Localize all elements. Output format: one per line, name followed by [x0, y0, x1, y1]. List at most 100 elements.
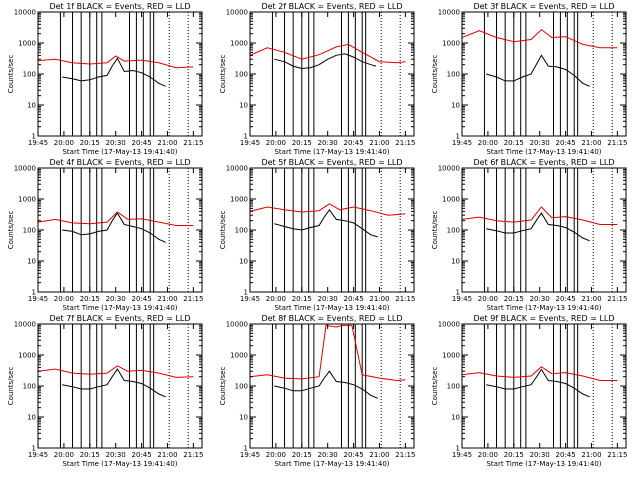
y-axis-label: Counts/sec	[431, 211, 439, 250]
x-tick-label: 21:00	[581, 295, 601, 303]
y-tick-label: 100	[235, 227, 248, 235]
panel-title: Det 1f BLACK = Events, RED = LLD	[49, 2, 190, 11]
y-tick-label: 1000	[230, 352, 248, 360]
x-tick-label: 20:15	[504, 451, 524, 459]
y-tick-label: 10	[239, 258, 248, 266]
y-tick-label: 1000	[442, 196, 460, 204]
y-tick-label: 1	[32, 289, 36, 297]
series-lld-line	[250, 203, 406, 216]
plot-frame	[37, 323, 203, 449]
x-tick-label: 21:00	[157, 139, 177, 147]
series-events-line	[62, 368, 166, 398]
x-tick-label: 21:15	[607, 139, 627, 147]
x-tick-label: 20:45	[131, 295, 151, 303]
panel-title: Det 2f BLACK = Events, RED = LLD	[261, 2, 402, 11]
y-tick-label: 10000	[14, 9, 36, 17]
x-axis-label: Start Time (17-May-13 19:41:40)	[62, 148, 177, 156]
y-tick-label: 10	[27, 414, 36, 422]
x-axis-label: Start Time (17-May-13 19:41:40)	[274, 148, 389, 156]
x-tick-label: 20:45	[343, 295, 363, 303]
y-tick-label: 10	[239, 414, 248, 422]
x-tick-label: 21:00	[369, 139, 389, 147]
y-tick-label: 100	[235, 383, 248, 391]
x-tick-label: 20:30	[530, 295, 550, 303]
plot-frame	[249, 167, 415, 293]
y-tick-label: 10000	[438, 165, 460, 173]
x-axis-label: Start Time (17-May-13 19:41:40)	[274, 304, 389, 312]
y-tick-label: 1	[244, 445, 248, 453]
y-tick-label: 100	[23, 227, 36, 235]
x-tick-label: 20:45	[343, 139, 363, 147]
x-tick-label: 20:45	[343, 451, 363, 459]
x-tick-label: 19:45	[28, 451, 48, 459]
plot-frame	[37, 11, 203, 137]
x-tick-label: 20:15	[80, 451, 100, 459]
x-tick-label: 20:30	[530, 451, 550, 459]
x-tick-label: 21:15	[607, 295, 627, 303]
series-lld-line	[250, 324, 406, 382]
y-tick-label: 1	[244, 133, 248, 141]
panel-4: Det 4f BLACK = Events, RED = LLD 1 10 100 10…	[7, 158, 203, 312]
y-tick-label: 1000	[230, 196, 248, 204]
x-tick-label: 20:30	[318, 451, 338, 459]
panel-8: Det 8f BLACK = Events, RED = LLD 1 10 100 10…	[219, 314, 415, 468]
x-tick-label: 20:15	[80, 295, 100, 303]
y-tick-label: 1	[456, 289, 460, 297]
x-tick-label: 20:30	[530, 139, 550, 147]
x-tick-label: 20:00	[478, 139, 498, 147]
x-tick-label: 21:15	[395, 295, 415, 303]
y-tick-label: 10	[27, 258, 36, 266]
y-axis-label: Counts/sec	[7, 211, 15, 250]
x-tick-label: 20:15	[292, 139, 312, 147]
series-events-line	[486, 212, 590, 242]
series-lld-line	[38, 365, 194, 378]
y-tick-label: 100	[235, 71, 248, 79]
y-tick-label: 1	[244, 289, 248, 297]
x-tick-label: 20:00	[54, 295, 74, 303]
panel-title: Det 4f BLACK = Events, RED = LLD	[49, 158, 190, 167]
x-axis-label: Start Time (17-May-13 19:41:40)	[486, 148, 601, 156]
x-tick-label: 20:45	[131, 139, 151, 147]
x-axis-label: Start Time (17-May-13 19:41:40)	[62, 304, 177, 312]
x-tick-label: 20:15	[292, 295, 312, 303]
y-tick-label: 100	[447, 227, 460, 235]
x-tick-label: 20:00	[266, 139, 286, 147]
y-tick-label: 1	[456, 133, 460, 141]
y-tick-label: 1000	[18, 352, 36, 360]
x-tick-label: 20:00	[266, 451, 286, 459]
panel-title: Det 6f BLACK = Events, RED = LLD	[473, 158, 614, 167]
series-events-line	[62, 57, 166, 87]
y-tick-label: 1000	[230, 40, 248, 48]
y-tick-label: 1000	[18, 196, 36, 204]
panel-title: Det 3f BLACK = Events, RED = LLD	[473, 2, 614, 11]
y-tick-label: 10	[451, 414, 460, 422]
x-axis-label: Start Time (17-May-13 19:41:40)	[274, 460, 389, 468]
y-tick-label: 100	[447, 383, 460, 391]
x-tick-label: 19:45	[240, 295, 260, 303]
x-tick-label: 20:30	[106, 295, 126, 303]
panel-title: Det 5f BLACK = Events, RED = LLD	[261, 158, 402, 167]
x-axis-label: Start Time (17-May-13 19:41:40)	[486, 460, 601, 468]
series-events-line	[62, 212, 166, 243]
y-tick-label: 10	[451, 102, 460, 110]
panel-2: Det 2f BLACK = Events, RED = LLD 1 10 100 10…	[219, 2, 415, 156]
x-axis-label: Start Time (17-May-13 19:41:40)	[62, 460, 177, 468]
y-axis-label: Counts/sec	[431, 367, 439, 406]
y-tick-label: 1000	[18, 40, 36, 48]
x-tick-label: 19:45	[28, 139, 48, 147]
y-tick-label: 100	[23, 71, 36, 79]
panel-1: Det 1f BLACK = Events, RED = LLD 1 10 100 10…	[7, 2, 203, 156]
x-tick-label: 21:15	[183, 139, 203, 147]
x-tick-label: 20:00	[54, 451, 74, 459]
x-tick-label: 20:00	[478, 451, 498, 459]
panel-title: Det 9f BLACK = Events, RED = LLD	[473, 314, 614, 323]
x-tick-label: 20:45	[555, 451, 575, 459]
x-tick-label: 19:45	[452, 295, 472, 303]
x-tick-label: 21:00	[369, 295, 389, 303]
y-tick-label: 100	[447, 71, 460, 79]
x-tick-label: 20:30	[106, 451, 126, 459]
y-tick-label: 10000	[438, 9, 460, 17]
x-tick-label: 21:15	[183, 451, 203, 459]
x-tick-label: 20:45	[131, 451, 151, 459]
